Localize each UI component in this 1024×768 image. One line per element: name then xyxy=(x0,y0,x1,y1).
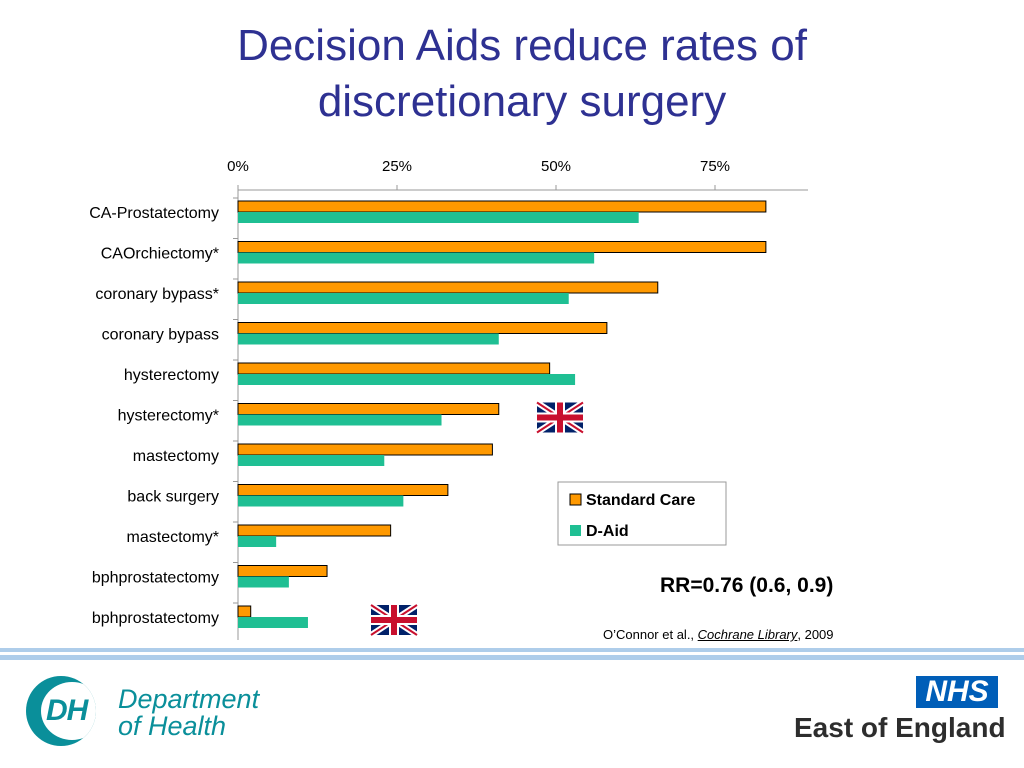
category-label: mastectomy* xyxy=(127,529,219,546)
category-label: hysterectomy xyxy=(124,367,219,384)
nhs-badge: NHS xyxy=(916,676,998,708)
bar-d-aid xyxy=(238,536,277,547)
category-label: bphprostatectomy xyxy=(92,570,219,587)
category-label: back surgery xyxy=(127,489,219,506)
uk-flag-icon xyxy=(369,602,419,638)
slide-title-line-1: Decision Aids reduce rates of xyxy=(237,21,807,70)
bar-standard-care xyxy=(237,524,392,537)
bar-d-aid xyxy=(238,414,442,426)
category-label: CA-Prostatectomy xyxy=(89,205,219,222)
bar-d-aid xyxy=(238,212,639,223)
dh-logo-text: Department of Health xyxy=(118,686,259,740)
x-tick-label: 25% xyxy=(382,158,412,175)
citation-authors: O’Connor et al., xyxy=(603,627,698,642)
citation-year: , 2009 xyxy=(797,627,834,642)
bar-standard-care xyxy=(237,241,767,253)
bar-d-aid xyxy=(238,374,576,385)
footer-divider-secondary xyxy=(0,655,1024,660)
department-of-health-logo: DH Department of Health xyxy=(26,676,276,750)
legend-swatch-d-aid xyxy=(570,525,581,536)
dh-logo-line-1: Department xyxy=(118,684,260,714)
bar-d-aid xyxy=(238,252,595,264)
category-label: CAOrchiectomy* xyxy=(101,246,219,263)
dh-logo-letters: DH xyxy=(46,694,88,727)
citation: O’Connor et al., Cochrane Library, 2009 xyxy=(603,627,834,642)
nhs-east-of-england-logo: NHS East of England xyxy=(790,672,1010,752)
bar-standard-care xyxy=(237,322,608,334)
bar-d-aid xyxy=(238,455,385,466)
category-label: coronary bypass xyxy=(102,327,219,344)
legend-swatch-standard-care xyxy=(569,493,582,506)
category-label: mastectomy xyxy=(133,448,219,465)
nhs-region-name: East of England xyxy=(794,712,1006,743)
bar-d-aid xyxy=(238,617,308,628)
bar-standard-care xyxy=(237,403,500,415)
legend-label-standard-care: Standard Care xyxy=(586,492,695,509)
dh-logo-mark xyxy=(26,676,96,746)
legend-label-d-aid: D-Aid xyxy=(586,523,629,540)
bar-standard-care xyxy=(237,565,328,577)
uk-flag-icon xyxy=(535,399,585,436)
slide-title: Decision Aids reduce rates of discretion… xyxy=(0,18,1024,130)
bar-standard-care xyxy=(237,605,252,618)
x-tick-label: 75% xyxy=(700,158,730,175)
bar-d-aid xyxy=(238,495,404,507)
citation-journal-link[interactable]: Cochrane Library xyxy=(697,627,798,642)
footer-divider xyxy=(0,648,1024,652)
bar-standard-care xyxy=(237,281,659,294)
relative-risk-label: RR=0.76 (0.6, 0.9) xyxy=(660,574,834,597)
legend-box xyxy=(557,481,727,546)
bar-chart: 0% 25% 50% 75% CA-Prostatectomy CAOrchiectomy… xyxy=(89,158,808,640)
bar-d-aid xyxy=(238,333,499,345)
bar-standard-care xyxy=(237,362,551,375)
bar-d-aid xyxy=(238,293,569,304)
slide-title-line-2: discretionary surgery xyxy=(317,77,727,126)
category-label: bphprostatectomy xyxy=(92,610,219,627)
dh-logo-line-2: of Health xyxy=(118,711,227,741)
category-label: coronary bypass* xyxy=(95,286,219,303)
category-label: hysterectomy* xyxy=(118,408,219,425)
bar-standard-care xyxy=(237,443,493,456)
x-tick-label: 50% xyxy=(541,158,571,175)
bar-standard-care xyxy=(237,200,767,213)
bar-d-aid xyxy=(238,576,289,588)
bar-standard-care xyxy=(237,484,449,496)
x-tick-label: 0% xyxy=(227,158,249,175)
